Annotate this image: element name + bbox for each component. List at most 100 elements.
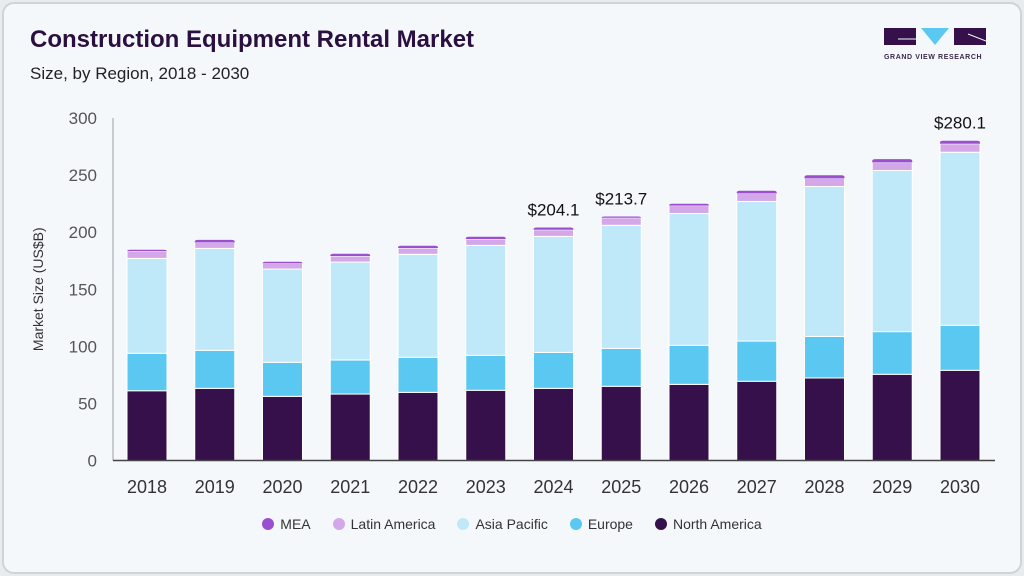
x-tick-label: 2030 bbox=[940, 477, 980, 497]
bar-segment-asia-pacific bbox=[668, 213, 710, 346]
bar-segment-mea bbox=[533, 227, 574, 230]
legend-swatch-icon bbox=[332, 518, 345, 530]
x-tick-label: 2026 bbox=[669, 477, 709, 497]
bar-segment-north-america bbox=[804, 377, 845, 461]
chart-title: Construction Equipment Rental Market bbox=[30, 26, 475, 53]
legend-swatch-icon bbox=[457, 518, 470, 530]
total-value-label: $204.1 bbox=[528, 200, 580, 219]
y-tick-label: 100 bbox=[69, 337, 97, 356]
x-tick-label: 2027 bbox=[737, 477, 777, 497]
legend-label: Europe bbox=[587, 516, 633, 532]
x-tick-label: 2019 bbox=[195, 477, 235, 497]
bar-segment-asia-pacific bbox=[939, 151, 981, 326]
x-tick-label: 2029 bbox=[872, 477, 912, 497]
y-tick-label: 150 bbox=[69, 280, 97, 299]
bar-segment-asia-pacific bbox=[126, 257, 168, 354]
bar-segment-mea bbox=[465, 236, 506, 240]
bar-segment-north-america bbox=[194, 387, 236, 462]
bar-segment-latin-america bbox=[194, 241, 236, 249]
bar-segment-north-america bbox=[329, 393, 371, 461]
bar-segment-europe bbox=[804, 335, 845, 379]
bar-segment-north-america bbox=[600, 385, 642, 461]
bar-segment-latin-america bbox=[668, 205, 710, 215]
bar-segment-latin-america bbox=[736, 192, 778, 202]
bar-segment-europe bbox=[600, 347, 642, 387]
bar-segment-europe bbox=[939, 324, 981, 371]
y-tick-label: 250 bbox=[69, 166, 97, 185]
legend-label: North America bbox=[672, 516, 762, 532]
legend-swatch-icon bbox=[569, 518, 582, 530]
bar-segment-north-america bbox=[126, 390, 168, 462]
x-tick-label: 2023 bbox=[466, 477, 506, 497]
bar-segment-latin-america bbox=[939, 143, 981, 153]
legend-swatch-icon bbox=[654, 518, 667, 530]
bar-segment-mea bbox=[736, 190, 777, 194]
x-tick-label: 2025 bbox=[601, 477, 641, 497]
bar-segment-europe bbox=[329, 359, 371, 395]
bar-segment-mea bbox=[262, 261, 303, 264]
x-tick-label: 2018 bbox=[127, 477, 167, 497]
bar-segment-asia-pacific bbox=[329, 261, 371, 361]
bar-segment-asia-pacific bbox=[871, 170, 913, 333]
bar-segment-asia-pacific bbox=[194, 247, 236, 351]
legend-item: Latin America bbox=[332, 516, 436, 532]
legend-label: MEA bbox=[280, 516, 311, 532]
y-tick-label: 200 bbox=[69, 223, 97, 242]
bar-segment-europe bbox=[465, 354, 507, 391]
bar-segment-mea bbox=[330, 253, 371, 257]
y-tick-label: 300 bbox=[69, 109, 97, 128]
bar-segment-mea bbox=[940, 140, 980, 144]
bar-segment-latin-america bbox=[262, 262, 303, 270]
bar-segment-europe bbox=[194, 349, 236, 389]
bar-segment-mea bbox=[398, 245, 438, 249]
bar-segment-europe bbox=[262, 361, 303, 397]
y-tick-label: 50 bbox=[78, 394, 97, 413]
x-tick-label: 2024 bbox=[533, 477, 573, 497]
legend-item: Asia Pacific bbox=[457, 516, 548, 532]
bar-segment-europe bbox=[533, 351, 574, 389]
bar-segment-latin-america bbox=[600, 217, 642, 226]
total-value-label: $280.1 bbox=[934, 114, 986, 133]
total-value-label: $213.7 bbox=[595, 190, 647, 209]
bar-segment-europe bbox=[736, 340, 778, 382]
bar-segment-asia-pacific bbox=[262, 268, 303, 363]
x-tick-label: 2020 bbox=[262, 477, 302, 497]
bar-segment-latin-america bbox=[871, 162, 913, 172]
bar-segment-asia-pacific bbox=[465, 244, 507, 356]
bar-segment-north-america bbox=[668, 383, 710, 461]
bar-segment-europe bbox=[397, 356, 439, 393]
bar-segment-latin-america bbox=[329, 255, 371, 263]
bar-segment-asia-pacific bbox=[600, 224, 642, 349]
legend-item: MEA bbox=[262, 516, 311, 532]
logo-mark-icon bbox=[884, 28, 987, 45]
grand-view-research-logo: GRAND VIEW RESEARCH bbox=[884, 28, 987, 61]
bar-segment-north-america bbox=[939, 369, 981, 461]
bar-segment-mea bbox=[127, 249, 167, 252]
bar-segment-mea bbox=[601, 216, 642, 219]
y-tick-label: 0 bbox=[88, 452, 97, 471]
bar-segment-north-america bbox=[533, 387, 574, 462]
bar-segment-asia-pacific bbox=[736, 200, 778, 342]
bar-segment-asia-pacific bbox=[533, 235, 574, 353]
legend-label: Asia Pacific bbox=[475, 516, 548, 532]
bar-segment-mea bbox=[194, 239, 235, 243]
bar-segment-europe bbox=[871, 331, 913, 375]
bar-segment-north-america bbox=[871, 373, 913, 461]
x-tick-label: 2022 bbox=[398, 477, 438, 497]
bar-segment-europe bbox=[668, 344, 710, 385]
bar-segment-latin-america bbox=[533, 229, 574, 237]
bar-segment-north-america bbox=[465, 389, 507, 462]
bar-segment-latin-america bbox=[465, 238, 507, 246]
bar-segment-mea bbox=[804, 175, 845, 179]
bar-segment-latin-america bbox=[804, 178, 845, 187]
bar-segment-latin-america bbox=[126, 250, 168, 259]
bar-segment-europe bbox=[126, 352, 168, 392]
legend-label: Latin America bbox=[350, 516, 436, 532]
legend-item: Europe bbox=[569, 516, 633, 532]
logo-text: GRAND VIEW RESEARCH bbox=[884, 54, 983, 61]
bar-segment-mea bbox=[872, 159, 913, 163]
bar-segment-latin-america bbox=[397, 247, 439, 255]
bar-segment-asia-pacific bbox=[804, 186, 845, 337]
